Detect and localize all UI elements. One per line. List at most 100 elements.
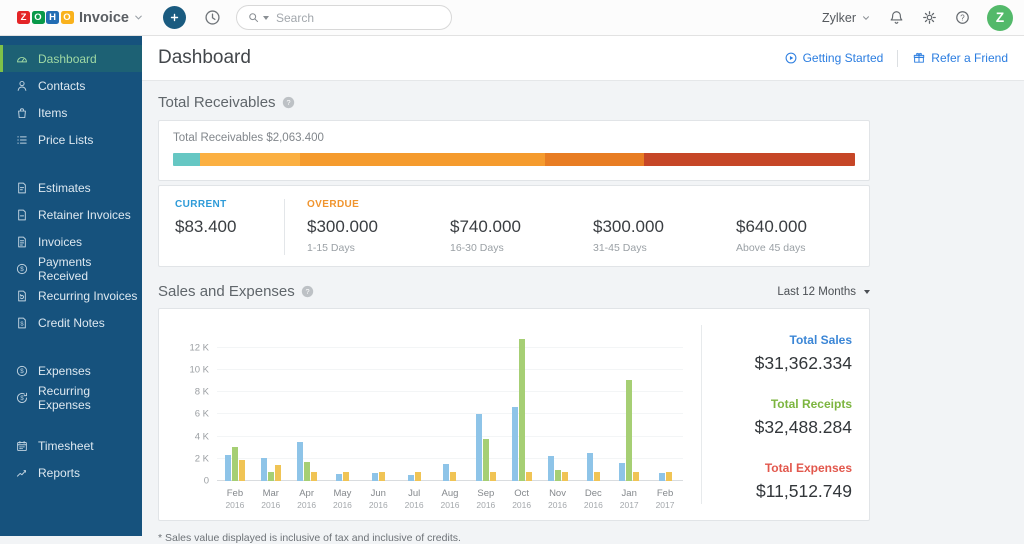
price-lists-icon [15,133,38,147]
chart-bar-group-aug-2016: Aug 2016 [432,331,468,510]
aging-period [175,242,284,255]
sidebar-item-contacts[interactable]: Contacts [0,72,142,99]
sidebar-item-payments-received[interactable]: $ Payments Received [0,255,142,283]
sidebar-item-recurring-expenses[interactable]: $ Recurring Expenses [0,384,142,412]
receivables-card: Total Receivables $2,063.400 [158,120,870,181]
total-total-receipts: Total Receipts $32,488.284 [702,397,852,438]
sidebar-item-estimates[interactable]: Estimates [0,174,142,201]
recent-activity-button[interactable] [203,8,222,27]
search-scope-caret-icon[interactable] [263,16,269,20]
y-axis-tick-label: 0 [203,475,209,487]
chart-bar-group-apr-2016: Apr 2016 [289,331,325,510]
recurring-expenses-icon: $ [15,391,38,405]
bar-sales [547,456,554,481]
sidebar-item-dashboard[interactable]: Dashboard [0,45,142,72]
x-axis-label: Feb 2016 [225,488,245,511]
quick-create-button[interactable] [163,6,186,29]
receivable-segment-3 [544,153,644,166]
x-axis-label: Jan 2017 [619,488,639,511]
help-circle-icon[interactable]: ? [301,285,314,298]
bar-receipts [303,461,310,481]
chart-bars: Feb 2016 Mar 2016 Apr 2016 May 2016 Jun 2016 Jul 20… [217,331,683,510]
header-links-divider [897,49,899,67]
getting-started-link[interactable]: Getting Started [784,51,883,65]
bar-expenses [561,472,568,481]
notifications-button[interactable] [888,9,905,26]
sidebar-item-label: Credit Notes [38,315,105,330]
y-axis-tick-label: 4 K [194,431,209,443]
sales-footnote: * Sales value displayed is inclusive of … [158,532,461,544]
retainer-invoices-icon [15,208,38,222]
chart-bar-group-feb-2017: Feb 2017 [647,331,683,510]
sidebar-item-reports[interactable]: Reports [0,459,142,486]
chart-bar-group-oct-2016: Oct 2016 [504,331,540,510]
bar-expenses [238,460,245,481]
x-axis-label: Aug 2016 [440,488,460,511]
x-axis-label: Apr 2016 [297,488,317,511]
contacts-icon [15,79,38,93]
chart-gridline [217,457,683,459]
question-icon: ? [956,11,969,24]
total-total-expenses: Total Expenses $11,512.749 [702,461,852,502]
bar-expenses [450,472,457,481]
sidebar-item-recurring-invoices[interactable]: Recurring Invoices [0,282,142,309]
aging-amount: $640.000 [736,217,807,236]
svg-text:$: $ [20,321,24,327]
search-input[interactable] [276,10,441,25]
help-button[interactable]: ? [954,9,971,26]
sidebar-item-invoices[interactable]: Invoices [0,228,142,255]
bar-receipts [626,380,633,481]
aging-column-31-45-days: $300.000 31-45 Days [571,199,714,255]
sidebar-item-credit-notes[interactable]: $ Credit Notes [0,309,142,336]
aging-column-above-45-days: $640.000 Above 45 days [714,199,857,255]
bar-expenses [489,472,496,481]
global-search[interactable] [236,5,452,30]
receivables-stacked-bar [173,153,855,166]
total-label: Total Sales [789,333,852,347]
org-menu[interactable]: Zylker [822,11,871,25]
bar-sales [260,457,267,481]
zoho-logo-tile-0: Z [17,11,30,24]
aging-period: 16-30 Days [450,242,504,254]
x-axis-label: Jul 2016 [404,488,424,511]
total-label: Total Expenses [764,461,852,475]
total-value: $11,512.749 [755,481,852,501]
help-circle-icon[interactable]: ? [282,96,295,109]
sidebar-item-label: Timesheet [38,438,94,453]
bar-sales [619,462,626,481]
chevron-down-icon [863,15,869,20]
play-circle-icon [785,52,797,64]
refer-a-friend-link[interactable]: Refer a Friend [912,51,1008,65]
sidebar-item-retainer-invoices[interactable]: Retainer Invoices [0,201,142,228]
date-range-dropdown[interactable]: Last 12 Months [777,286,870,298]
aging-amount: $83.400 [175,217,237,236]
bar-expenses [310,472,317,481]
aging-label: OVERDUE [307,199,360,210]
aging-period: 1-15 Days [307,242,355,254]
total-value: $31,362.334 [754,353,852,373]
aging-column-1-15-days: OVERDUE $300.000 1-15 Days [285,199,428,255]
date-range-label: Last 12 Months [777,285,856,298]
chart-gridline [217,368,683,370]
sidebar-nav: Dashboard Contacts Items Price Lists Estimat… [0,36,142,536]
bar-sales [586,452,593,481]
bar-receipts [482,438,489,481]
receivables-summary: Total Receivables $2,063.400 [173,132,324,144]
sidebar-item-items[interactable]: Items [0,99,142,126]
aging-amount: $300.000 [307,217,378,236]
bar-sales [296,442,303,481]
invoices-icon [15,235,38,249]
svg-text:?: ? [305,287,309,296]
main-area: Dashboard Getting Started Refer a Friend… [142,36,1024,544]
chevron-down-icon [133,12,144,23]
aging-label [593,199,714,212]
sidebar-item-price-lists[interactable]: Price Lists [0,126,142,153]
avatar[interactable]: Z [987,4,1013,31]
sidebar-item-expenses[interactable]: $ Expenses [0,357,142,384]
sidebar-item-timesheet[interactable]: Timesheet [0,432,142,459]
settings-button[interactable] [921,9,938,26]
zoho-logo-tile-1: O [31,11,45,24]
aging-column-16-30-days: $740.000 16-30 Days [428,199,571,255]
